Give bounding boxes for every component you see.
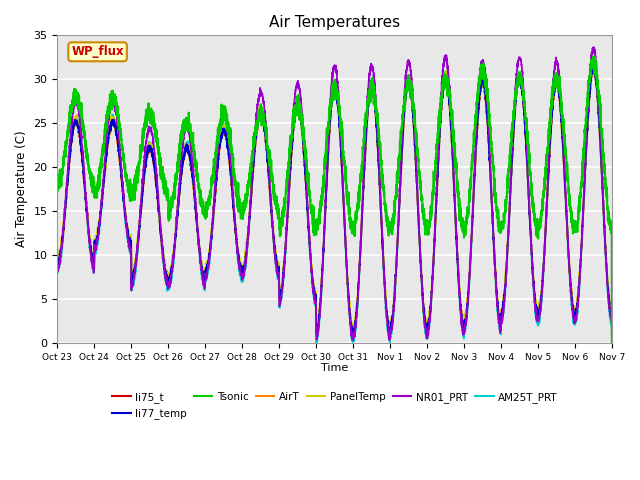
li75_t: [314, 325, 322, 331]
AM25T_PRT: [589, 59, 597, 65]
AirT: [490, 244, 498, 250]
AirT: [607, 313, 615, 319]
NR01_PRT: [459, 328, 467, 334]
AM25T_PRT: [608, 340, 616, 346]
li77_temp: [54, 256, 61, 262]
li75_t: [54, 259, 61, 265]
li75_t: [459, 326, 467, 332]
AM25T_PRT: [153, 187, 161, 193]
AirT: [590, 60, 598, 66]
PanelTemp: [590, 57, 598, 63]
Tsonic: [314, 223, 322, 228]
li75_t: [490, 251, 498, 257]
Line: Tsonic: Tsonic: [58, 57, 612, 343]
PanelTemp: [314, 319, 322, 324]
li75_t: [589, 65, 596, 71]
Tsonic: [153, 143, 161, 148]
li77_temp: [459, 319, 467, 325]
Line: PanelTemp: PanelTemp: [58, 60, 612, 338]
AM25T_PRT: [607, 323, 615, 328]
PanelTemp: [490, 248, 498, 253]
NR01_PRT: [54, 263, 61, 268]
NR01_PRT: [428, 279, 436, 285]
Line: li75_t: li75_t: [58, 68, 612, 343]
AirT: [153, 184, 161, 190]
li77_temp: [153, 187, 161, 192]
li77_temp: [607, 314, 615, 320]
NR01_PRT: [590, 44, 598, 50]
AM25T_PRT: [312, 340, 320, 346]
Legend: li75_t, li77_temp, Tsonic, AirT, PanelTemp, NR01_PRT, AM25T_PRT: li75_t, li77_temp, Tsonic, AirT, PanelTe…: [108, 388, 562, 423]
Y-axis label: Air Temperature (C): Air Temperature (C): [15, 131, 28, 247]
li77_temp: [490, 248, 498, 254]
PanelTemp: [607, 306, 615, 312]
li77_temp: [314, 322, 322, 328]
AM25T_PRT: [491, 260, 499, 266]
PanelTemp: [428, 279, 436, 285]
PanelTemp: [54, 258, 61, 264]
li75_t: [607, 311, 615, 317]
li77_temp: [428, 280, 436, 286]
AirT: [314, 320, 322, 326]
Tsonic: [428, 203, 436, 208]
li77_temp: [608, 340, 616, 346]
NR01_PRT: [490, 249, 498, 255]
PanelTemp: [608, 336, 616, 341]
Line: li77_temp: li77_temp: [58, 66, 612, 343]
Text: WP_flux: WP_flux: [71, 45, 124, 58]
AM25T_PRT: [459, 331, 467, 337]
li75_t: [608, 340, 616, 346]
NR01_PRT: [314, 329, 322, 335]
AM25T_PRT: [314, 334, 322, 339]
PanelTemp: [153, 185, 161, 191]
AM25T_PRT: [54, 268, 61, 274]
Line: NR01_PRT: NR01_PRT: [58, 47, 612, 343]
Tsonic: [608, 340, 616, 346]
NR01_PRT: [608, 340, 616, 346]
Title: Air Temperatures: Air Temperatures: [269, 15, 400, 30]
li75_t: [428, 282, 436, 288]
X-axis label: Time: Time: [321, 363, 348, 373]
AirT: [459, 321, 467, 326]
Tsonic: [459, 216, 467, 221]
Tsonic: [54, 181, 61, 187]
Tsonic: [607, 228, 615, 233]
NR01_PRT: [153, 179, 161, 184]
NR01_PRT: [607, 316, 615, 322]
Line: AM25T_PRT: AM25T_PRT: [58, 62, 612, 343]
Tsonic: [490, 193, 498, 199]
AirT: [54, 257, 61, 263]
AirT: [608, 336, 616, 341]
AirT: [428, 279, 436, 285]
PanelTemp: [459, 320, 467, 325]
li77_temp: [590, 63, 598, 69]
Tsonic: [591, 54, 599, 60]
li75_t: [153, 189, 161, 194]
AM25T_PRT: [428, 285, 436, 291]
Line: AirT: AirT: [58, 63, 612, 338]
